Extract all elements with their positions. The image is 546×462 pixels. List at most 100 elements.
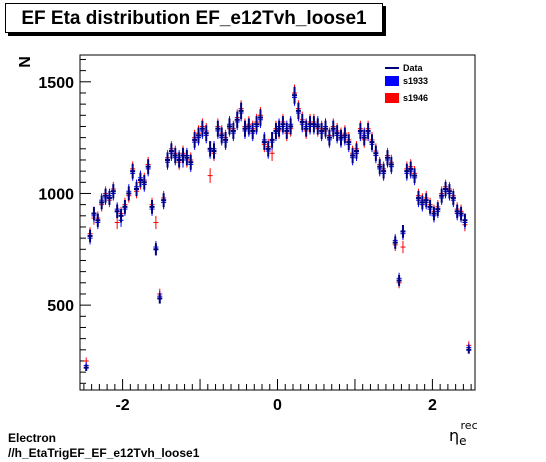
data-point-data (446, 184, 452, 199)
data-point-data (466, 345, 472, 354)
data-point-data (91, 206, 97, 221)
data-point-data (295, 102, 301, 120)
data-point-data (192, 132, 198, 148)
chart-title: EF Eta distribution EF_e12Tvh_loose1 (21, 8, 367, 29)
data-point-data (122, 200, 128, 214)
data-point-data (323, 120, 329, 137)
data-point-data (346, 134, 352, 150)
data-point-s1946 (153, 215, 159, 230)
data-point-data (153, 243, 159, 256)
data-point-data (168, 143, 174, 159)
data-point-data (134, 181, 140, 197)
chart-title-box: EF Eta distribution EF_e12Tvh_loose1 (5, 3, 383, 33)
data-point-data (408, 161, 414, 177)
x-tick-label: 2 (428, 397, 437, 414)
data-point-data (203, 125, 209, 142)
data-point-data (388, 156, 394, 172)
data-point-data (350, 147, 356, 164)
data-point-data (381, 163, 387, 179)
data-point-data (334, 125, 340, 142)
data-point-data (149, 200, 155, 214)
data-point-data (254, 116, 260, 133)
data-point-data (157, 293, 163, 304)
data-point-data (238, 102, 244, 120)
data-point-data (223, 132, 229, 148)
data-point-data (265, 141, 271, 157)
data-point-data (176, 152, 182, 168)
y-axis-label: N (17, 56, 34, 68)
x-tick-label: 0 (273, 397, 282, 414)
legend-label-data: Data (403, 63, 424, 73)
data-point-data (392, 236, 398, 249)
data-point-data (439, 188, 445, 203)
data-point-data (110, 184, 116, 199)
data-point-data (400, 224, 406, 238)
data-point-data (338, 129, 344, 146)
data-point-data (172, 147, 178, 164)
data-point-data (288, 118, 294, 135)
data-point-data (230, 122, 236, 139)
data-point-data (396, 275, 402, 287)
data-point-data (311, 116, 317, 133)
plot-frame (79, 54, 476, 391)
data-point-data (95, 213, 101, 227)
data-point-data (242, 120, 248, 137)
data-point-data (303, 120, 309, 137)
data-point-data (280, 116, 286, 133)
data-point-s1946 (207, 168, 213, 183)
data-point-data (103, 188, 109, 203)
data-point-data (450, 190, 456, 205)
data-point-data (226, 118, 232, 135)
data-point-data (246, 118, 252, 135)
data-point-data (269, 132, 275, 148)
data-point-data (292, 86, 298, 104)
data-point-data (412, 168, 418, 183)
data-point-data (354, 143, 359, 159)
axis-ticks: 500 1000 1500 -2 0 2 (38, 58, 472, 414)
data-point-data (196, 127, 201, 144)
data-point-data (118, 209, 124, 223)
data-point-data (250, 122, 256, 139)
data-point-data (431, 206, 437, 221)
data-point-s1946 (400, 240, 406, 254)
x-axis-label-sup: rec (461, 419, 478, 432)
data-point-data (207, 141, 213, 157)
data-point-data (141, 175, 147, 190)
x-tick-label: -2 (115, 397, 129, 414)
x-axis-label-main: η (449, 426, 459, 445)
data-point-data (357, 122, 363, 139)
data-point-data (99, 195, 105, 210)
data-point-data (106, 190, 112, 205)
data-point-data (299, 113, 305, 131)
data-point-data (326, 129, 332, 146)
data-point-data (369, 134, 375, 150)
data-point-data (130, 163, 136, 179)
data-point-data (423, 193, 429, 208)
data-point-data (462, 213, 468, 227)
data-point-data (145, 159, 151, 175)
legend-label-s1933: s1933 (403, 76, 428, 86)
y-tick-label: 1500 (38, 75, 74, 92)
data-point-data (126, 186, 132, 201)
data-point-data (330, 120, 336, 137)
legend: Data s1933 s1946 (385, 63, 428, 103)
data-point-data (215, 120, 221, 137)
data-point-data (342, 127, 348, 144)
data-point-data (161, 193, 167, 208)
data-point-data (114, 204, 120, 219)
data-point-data (83, 364, 89, 371)
data-point-data (87, 229, 93, 243)
data-point-data (454, 204, 460, 219)
data-point-data (443, 181, 449, 197)
data-point-data (219, 127, 225, 144)
data-point-data (137, 172, 143, 188)
data-point-data (427, 200, 433, 214)
legend-swatch-s1946 (385, 93, 399, 103)
x-axis-label-sub: e (459, 434, 466, 448)
data-point-data (435, 202, 441, 216)
data-point-data (384, 150, 390, 166)
data-point-data (199, 120, 205, 137)
data-point-data (361, 129, 367, 146)
data-marks (83, 84, 472, 371)
